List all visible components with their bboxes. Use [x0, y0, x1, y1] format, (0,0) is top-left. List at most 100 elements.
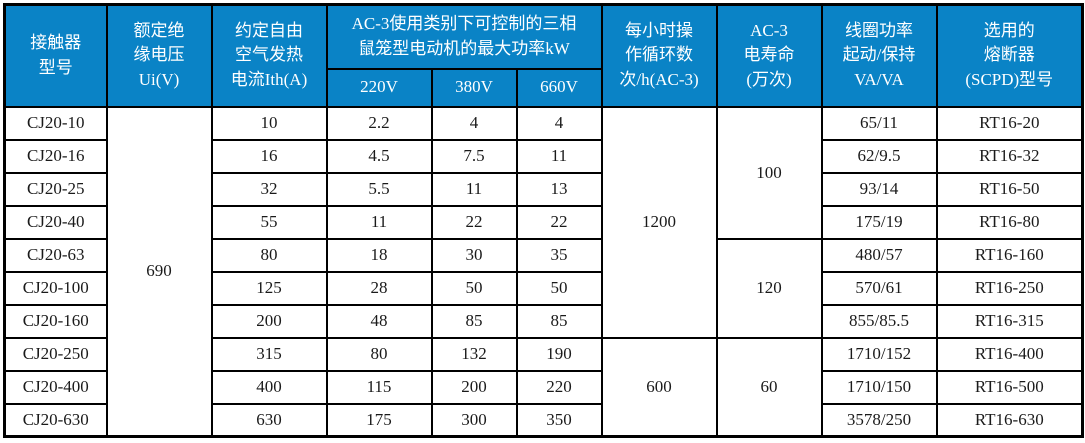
cell-power-660v: 220 [515, 369, 603, 405]
cell-thermal-current: 55 [210, 204, 328, 240]
cell-coil-power: 480/57 [820, 237, 938, 273]
cell-life-merged-top: 100 [715, 105, 823, 240]
table-row: CJ20-16 16 4.5 7.5 11 62/9.5 RT16-32 [3, 138, 1084, 174]
cell-power-660v: 50 [515, 270, 603, 306]
cell-model: CJ20-250 [3, 336, 108, 372]
cell-thermal-current: 315 [210, 336, 328, 372]
cell-coil-power: 3578/250 [820, 402, 938, 438]
table-row: CJ20-400 400 115 200 220 1710/150 RT16-5… [3, 369, 1084, 405]
cell-model: CJ20-40 [3, 204, 108, 240]
cell-power-380v: 7.5 [430, 138, 518, 174]
cell-cycles-merged-bottom: 600 [600, 336, 718, 438]
table-row: CJ20-630 630 175 300 350 3578/250 RT16-6… [3, 402, 1084, 438]
header-ac3-max-power-group: AC-3使用类别下可控制的三相 鼠笼型电动机的最大功率kW [325, 3, 603, 70]
cell-fuse-model: RT16-80 [935, 204, 1084, 240]
cell-thermal-current: 10 [210, 105, 328, 141]
cell-power-660v: 350 [515, 402, 603, 438]
cell-coil-power: 1710/152 [820, 336, 938, 372]
header-thermal-current: 约定自由 空气发热 电流Ith(A) [210, 3, 328, 108]
cell-model: CJ20-160 [3, 303, 108, 339]
cell-power-220v: 80 [325, 336, 433, 372]
cell-fuse-model: RT16-500 [935, 369, 1084, 405]
cell-power-660v: 11 [515, 138, 603, 174]
cell-coil-power: 62/9.5 [820, 138, 938, 174]
cell-thermal-current: 200 [210, 303, 328, 339]
cell-power-220v: 48 [325, 303, 433, 339]
cell-fuse-model: RT16-32 [935, 138, 1084, 174]
cell-cycles-merged-top: 1200 [600, 105, 718, 339]
cell-model: CJ20-100 [3, 270, 108, 306]
cell-thermal-current: 630 [210, 402, 328, 438]
cell-thermal-current: 400 [210, 369, 328, 405]
cell-coil-power: 570/61 [820, 270, 938, 306]
cell-power-380v: 30 [430, 237, 518, 273]
cell-fuse-model: RT16-50 [935, 171, 1084, 207]
cell-power-660v: 35 [515, 237, 603, 273]
cell-power-220v: 4.5 [325, 138, 433, 174]
cell-power-380v: 22 [430, 204, 518, 240]
cell-model: CJ20-630 [3, 402, 108, 438]
header-cycles-per-hour: 每小时操 作循环数 次/h(AC-3) [600, 3, 718, 108]
table-row: CJ20-40 55 11 22 22 175/19 RT16-80 [3, 204, 1084, 240]
cell-power-380v: 85 [430, 303, 518, 339]
cell-fuse-model: RT16-250 [935, 270, 1084, 306]
cell-thermal-current: 125 [210, 270, 328, 306]
cell-coil-power: 175/19 [820, 204, 938, 240]
table-row: CJ20-100 125 28 50 50 570/61 RT16-250 [3, 270, 1084, 306]
cell-power-380v: 4 [430, 105, 518, 141]
cell-fuse-model: RT16-160 [935, 237, 1084, 273]
cell-power-380v: 11 [430, 171, 518, 207]
table-row: CJ20-10 690 10 2.2 4 4 1200 100 65/11 RT… [3, 105, 1084, 438]
header-fuse-model: 选用的 熔断器 (SCPD)型号 [935, 3, 1084, 108]
table-row: CJ20-160 200 48 85 85 855/85.5 RT16-315 [3, 303, 1084, 339]
cell-power-220v: 28 [325, 270, 433, 306]
cell-coil-power: 93/14 [820, 171, 938, 207]
cell-coil-power: 855/85.5 [820, 303, 938, 339]
cell-power-380v: 200 [430, 369, 518, 405]
cell-power-220v: 11 [325, 204, 433, 240]
cell-power-380v: 50 [430, 270, 518, 306]
contactor-spec-table: 接触器 型号 额定绝 缘电压 Ui(V) 约定自由 空气发热 电流Ith(A) … [3, 3, 1085, 438]
cell-fuse-model: RT16-315 [935, 303, 1084, 339]
cell-thermal-current: 80 [210, 237, 328, 273]
cell-life-merged-bottom: 60 [715, 336, 823, 438]
cell-power-380v: 300 [430, 402, 518, 438]
cell-coil-power: 1710/150 [820, 369, 938, 405]
cell-insulation-voltage-merged: 690 [105, 105, 213, 438]
cell-model: CJ20-16 [3, 138, 108, 174]
cell-power-660v: 85 [515, 303, 603, 339]
cell-power-380v: 132 [430, 336, 518, 372]
header-coil-power: 线圈功率 起动/保持 VA/VA [820, 3, 938, 108]
table-row: CJ20-250 315 80 132 190 600 60 1710/152 … [3, 336, 1084, 438]
cell-model: CJ20-63 [3, 237, 108, 273]
cell-power-220v: 115 [325, 369, 433, 405]
cell-fuse-model: RT16-630 [935, 402, 1084, 438]
header-contactor-model: 接触器 型号 [3, 3, 108, 108]
cell-model: CJ20-10 [3, 105, 108, 141]
subheader-380v: 380V [430, 67, 518, 108]
table-row: CJ20-25 32 5.5 11 13 93/14 RT16-50 [3, 171, 1084, 207]
cell-thermal-current: 32 [210, 171, 328, 207]
header-insulation-voltage: 额定绝 缘电压 Ui(V) [105, 3, 213, 108]
cell-power-220v: 2.2 [325, 105, 433, 141]
cell-fuse-model: RT16-400 [935, 336, 1084, 372]
cell-power-660v: 190 [515, 336, 603, 372]
subheader-660v: 660V [515, 67, 603, 108]
cell-fuse-model: RT16-20 [935, 105, 1084, 141]
table-body: CJ20-10 690 10 2.2 4 4 1200 100 65/11 RT… [3, 105, 1084, 438]
cell-power-660v: 22 [515, 204, 603, 240]
table-header: 接触器 型号 额定绝 缘电压 Ui(V) 约定自由 空气发热 电流Ith(A) … [3, 3, 1084, 108]
cell-power-220v: 18 [325, 237, 433, 273]
subheader-220v: 220V [325, 67, 433, 108]
cell-power-220v: 175 [325, 402, 433, 438]
cell-life-merged-mid: 120 [715, 237, 823, 339]
cell-power-660v: 13 [515, 171, 603, 207]
table-row: CJ20-63 80 18 30 35 120 480/57 RT16-160 [3, 237, 1084, 339]
cell-power-220v: 5.5 [325, 171, 433, 207]
cell-thermal-current: 16 [210, 138, 328, 174]
cell-model: CJ20-25 [3, 171, 108, 207]
header-electrical-life: AC-3 电寿命 (万次) [715, 3, 823, 108]
cell-model: CJ20-400 [3, 369, 108, 405]
cell-power-660v: 4 [515, 105, 603, 141]
cell-coil-power: 65/11 [820, 105, 938, 141]
